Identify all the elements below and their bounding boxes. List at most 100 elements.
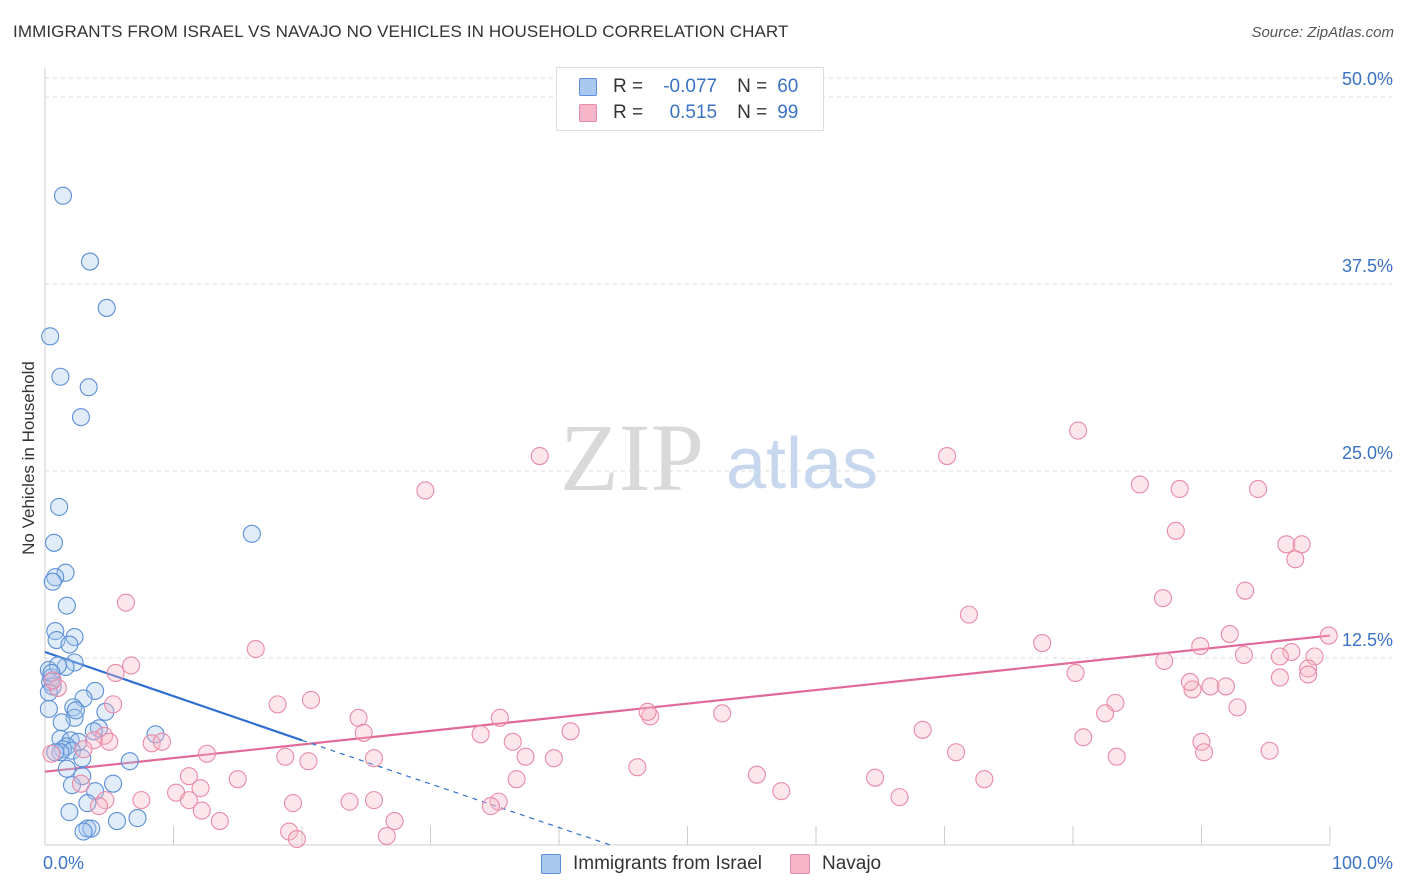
point-israel — [62, 776, 82, 795]
legend-swatch-blue — [579, 78, 597, 96]
point-israel — [96, 702, 115, 721]
point-navajo — [1074, 728, 1093, 747]
point-israel — [74, 822, 93, 841]
y-axis-label: No Vehicles in Household — [19, 361, 38, 555]
point-israel — [57, 759, 76, 778]
chart-title: IMMIGRANTS FROM ISRAEL VS NAVAJO NO VEHI… — [13, 22, 789, 41]
point-navajo — [1107, 747, 1126, 766]
point-navajo — [192, 801, 211, 820]
point-navajo — [530, 446, 549, 466]
point-israel — [39, 699, 58, 718]
point-navajo — [179, 791, 198, 810]
series-legend-navajo: Navajo — [789, 853, 881, 875]
point-navajo — [95, 726, 114, 745]
point-israel — [39, 683, 58, 702]
point-navajo — [104, 695, 123, 714]
point-navajo — [747, 765, 766, 784]
point-navajo — [71, 774, 91, 793]
point-navajo — [1234, 645, 1253, 665]
point-navajo — [561, 722, 580, 741]
point-navajo — [1220, 625, 1239, 644]
point-israel — [128, 809, 147, 828]
point-navajo — [1166, 521, 1185, 540]
point-navajo — [1292, 535, 1311, 554]
point-navajo — [628, 758, 647, 777]
point-navajo — [197, 744, 216, 763]
point-navajo — [1192, 732, 1211, 751]
point-navajo — [179, 767, 198, 786]
point-navajo — [280, 822, 299, 841]
point-navajo — [1183, 680, 1202, 699]
legend-r-label: R = — [613, 102, 644, 123]
point-navajo — [287, 829, 306, 849]
point-navajo — [364, 749, 384, 768]
legend-n-value: 60 — [777, 76, 799, 97]
point-navajo — [1195, 743, 1214, 762]
point-navajo — [1277, 535, 1296, 554]
point-navajo — [1270, 668, 1289, 687]
point-navajo — [959, 605, 978, 624]
point-navajo — [106, 663, 125, 683]
point-navajo — [210, 812, 229, 831]
point-navajo — [301, 690, 321, 709]
y-tick-label: 50.0% — [1342, 69, 1393, 89]
x-tick-label-min: 0.0% — [43, 853, 84, 873]
point-israel — [66, 701, 85, 720]
trend-layer — [44, 634, 1331, 846]
point-israel — [104, 774, 123, 793]
point-navajo — [1270, 647, 1289, 666]
point-israel — [56, 563, 75, 582]
point-navajo — [490, 708, 509, 727]
point-navajo — [340, 792, 359, 811]
point-navajo — [772, 782, 791, 801]
series-swatch-blue — [541, 854, 561, 874]
point-navajo — [152, 732, 171, 751]
point-navajo — [1282, 642, 1301, 662]
point-navajo — [132, 791, 151, 810]
x-tick-label-max: 100.0% — [1332, 853, 1393, 873]
point-navajo — [246, 639, 265, 659]
point-navajo — [1319, 626, 1338, 645]
correlation-legend: R = -0.077 N = 60 R = 0.515 N = 99 — [556, 67, 824, 131]
point-navajo — [866, 768, 885, 787]
point-navajo — [1201, 677, 1220, 696]
point-israel — [79, 378, 98, 397]
point-navajo — [276, 747, 295, 766]
point-israel — [146, 725, 165, 744]
watermark-zip: ZIP — [560, 404, 704, 511]
point-navajo — [43, 671, 62, 690]
point-navajo — [385, 812, 404, 831]
point-navajo — [1191, 636, 1210, 656]
point-navajo — [268, 695, 287, 714]
point-navajo — [471, 725, 490, 744]
point-israel — [44, 533, 64, 552]
legend-r-value: 0.515 — [669, 102, 718, 123]
point-navajo — [638, 702, 657, 721]
series-legend: Immigrants from Israel Navajo — [541, 853, 909, 875]
point-israel — [120, 752, 139, 771]
point-israel — [41, 327, 60, 346]
watermark-atlas: atlas — [726, 424, 878, 504]
point-israel — [46, 622, 65, 641]
point-israel — [42, 663, 61, 683]
point-navajo — [364, 791, 384, 810]
point-israel — [242, 524, 261, 543]
legend-n-label: N = — [737, 76, 768, 97]
legend-n-label: N = — [737, 102, 768, 123]
source-label: Source: ZipAtlas.com — [1251, 24, 1394, 41]
point-navajo — [122, 656, 141, 675]
watermark: ZIP atlas — [560, 404, 878, 511]
point-navajo — [228, 770, 247, 789]
point-israel — [71, 408, 91, 427]
point-navajo — [1069, 421, 1088, 440]
point-israel — [53, 186, 73, 205]
point-navajo — [1155, 651, 1174, 671]
point-navajo — [1236, 581, 1255, 600]
point-navajo — [1299, 665, 1318, 684]
point-navajo — [1033, 633, 1052, 653]
point-israel — [43, 572, 62, 591]
point-navajo — [84, 731, 103, 750]
y-tick-label: 37.5% — [1342, 256, 1393, 276]
point-israel — [50, 497, 69, 516]
grid-layer — [45, 77, 1392, 659]
